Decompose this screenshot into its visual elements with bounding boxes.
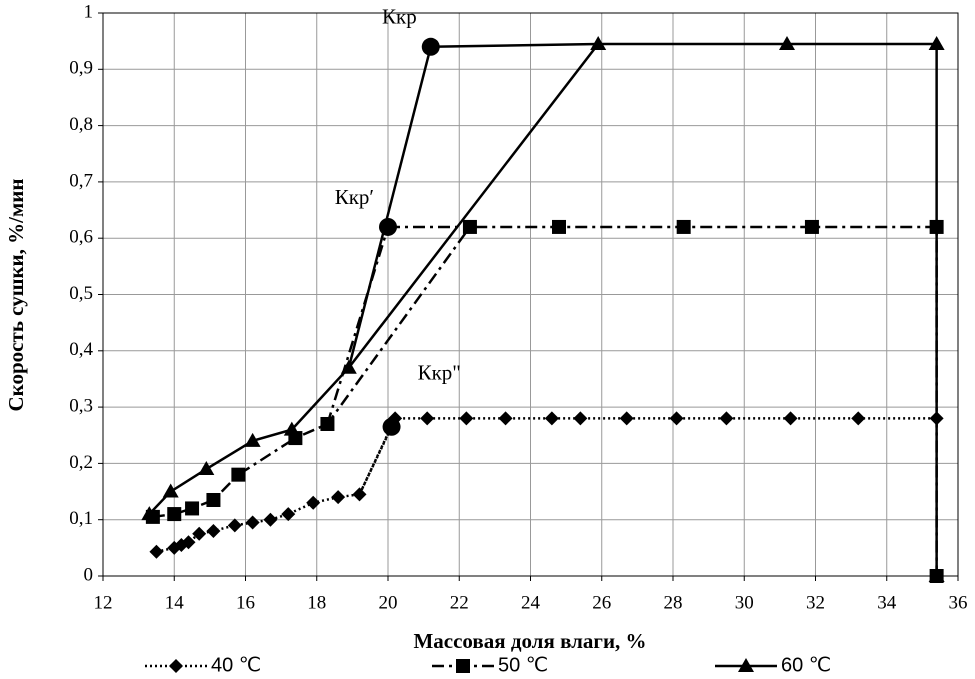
marker: [263, 512, 278, 527]
marker: [619, 411, 634, 426]
y-tick-label: 0,7: [69, 170, 93, 191]
marker: [149, 544, 164, 559]
marker: [779, 35, 795, 50]
marker: [676, 219, 691, 234]
x-tick-label: 12: [94, 592, 113, 613]
marker: [719, 411, 734, 426]
connector: [430, 42, 599, 49]
marker: [281, 507, 296, 522]
x-tick-label: 24: [521, 592, 541, 613]
legend-label: 60 ℃: [781, 654, 831, 676]
x-tick-label: 22: [450, 592, 469, 613]
marker: [459, 411, 474, 426]
y-axis-title: Скорость сушки, %/мин: [4, 179, 28, 412]
marker: [851, 411, 866, 426]
y-tick-label: 1: [84, 1, 94, 22]
marker: [420, 411, 435, 426]
marker: [185, 501, 200, 516]
marker: [928, 568, 945, 582]
marker: [245, 515, 260, 530]
marker: [928, 35, 945, 50]
x-tick-label: 18: [307, 592, 326, 613]
connector: [347, 46, 432, 368]
x-tick-label: 20: [379, 592, 398, 613]
series-line: [148, 42, 938, 576]
x-tick-label: 36: [949, 592, 968, 613]
y-tick-label: 0,4: [69, 339, 93, 360]
x-tick-label: 14: [165, 592, 185, 613]
marker: [283, 421, 300, 436]
marker: [783, 411, 798, 426]
x-tick-label: 32: [806, 592, 825, 613]
critical-label: Ккр′: [335, 185, 374, 209]
connector: [326, 226, 390, 425]
marker: [141, 506, 158, 521]
marker: [206, 523, 221, 538]
critical-label: Ккр": [418, 361, 461, 385]
marker: [192, 526, 207, 541]
marker: [669, 411, 684, 426]
marker: [804, 219, 819, 234]
marker: [552, 219, 566, 234]
marker: [206, 492, 221, 507]
legend-label: 40 ℃: [211, 654, 261, 676]
marker: [306, 495, 321, 510]
legend-label: 50 ℃: [498, 654, 548, 676]
x-tick-label: 28: [664, 592, 683, 613]
x-tick-label: 30: [735, 592, 754, 613]
critical-point: [382, 417, 401, 436]
y-tick-label: 0: [84, 564, 94, 585]
x-tick-label: 34: [877, 592, 897, 613]
critical-point: [421, 37, 440, 56]
y-tick-label: 0,3: [69, 395, 93, 416]
marker: [331, 490, 346, 505]
marker: [498, 411, 513, 426]
marker: [590, 35, 607, 50]
plot-frame: [102, 12, 959, 577]
marker: [198, 461, 215, 476]
x-axis-title: Массовая доля влаги, %: [413, 629, 646, 653]
x-tick-label: 16: [236, 592, 255, 613]
y-tick-label: 0,8: [69, 114, 93, 135]
legend-marker: [169, 659, 183, 673]
y-tick-label: 0,9: [69, 58, 93, 79]
marker: [167, 507, 182, 522]
legend-marker: [738, 658, 754, 672]
y-tick-label: 0,1: [69, 508, 93, 529]
legend-marker: [456, 659, 470, 673]
critical-label: Ккр: [382, 5, 417, 29]
marker: [573, 411, 588, 426]
y-tick-label: 0,6: [69, 227, 93, 248]
critical-point: [379, 217, 397, 236]
marker: [244, 432, 261, 447]
marker: [227, 518, 242, 533]
marker: [162, 483, 179, 498]
x-tick-label: 26: [592, 592, 611, 613]
marker: [181, 535, 196, 550]
marker: [231, 467, 246, 482]
y-tick-label: 0,2: [69, 452, 93, 473]
y-tick-label: 0,5: [69, 283, 93, 304]
marker: [544, 411, 559, 426]
